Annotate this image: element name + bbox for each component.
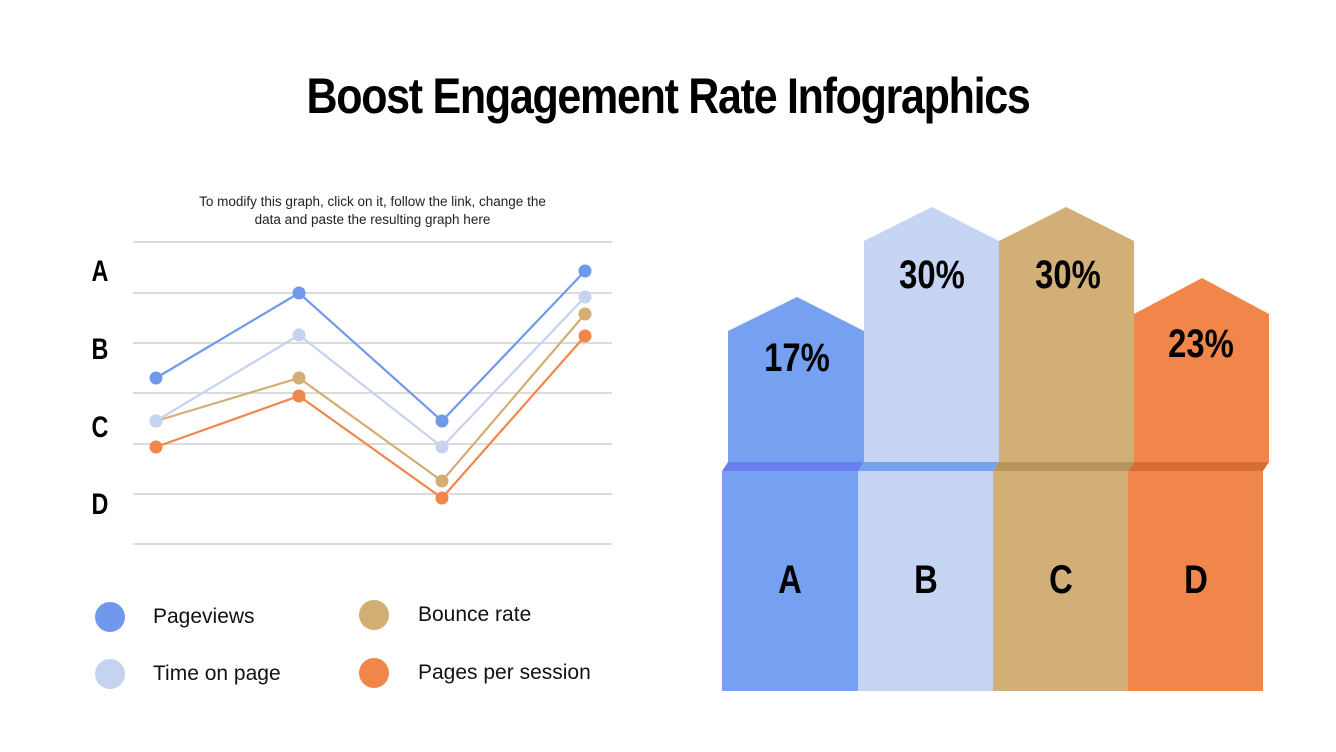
legend-dot-icon xyxy=(95,602,125,632)
legend-item-time-on-page[interactable]: Time on page xyxy=(95,658,281,690)
points-pages-per-session xyxy=(149,329,592,505)
series-bounce-rate xyxy=(155,313,586,483)
chart-note-line-1: To modify this graph, click on it, follo… xyxy=(199,194,546,209)
legend-dot-icon xyxy=(359,600,389,630)
column-letter-b: B xyxy=(914,558,938,602)
column-letter-c: C xyxy=(1049,558,1073,602)
points-time-on-page xyxy=(149,290,592,454)
y-label-b: B xyxy=(91,333,109,366)
chart-note: To modify this graph, click on it, follo… xyxy=(133,193,612,229)
y-label-c: C xyxy=(91,411,109,444)
legend-label: Bounce rate xyxy=(418,603,532,626)
column-a xyxy=(722,297,864,691)
points-pageviews xyxy=(149,264,592,428)
legend-dot-icon xyxy=(359,658,389,688)
column-b xyxy=(858,207,999,691)
percent-label-d: 23% xyxy=(1168,322,1234,366)
page-title: Boost Engagement Rate Infographics xyxy=(306,68,1030,124)
series-pages-per-session xyxy=(155,335,586,500)
legend-item-pages-per-session[interactable]: Pages per session xyxy=(359,657,591,689)
legend-label: Pageviews xyxy=(153,605,255,628)
legend-label: Pages per session xyxy=(418,661,591,684)
column-letter-a: A xyxy=(778,558,802,602)
y-label-a: A xyxy=(91,255,109,288)
legend-label: Time on page xyxy=(153,662,281,685)
column-d xyxy=(1128,278,1269,691)
chart-note-line-2: data and paste the resulting graph here xyxy=(254,212,491,227)
percent-label-b: 30% xyxy=(899,253,965,297)
column-letter-d: D xyxy=(1184,558,1208,602)
y-label-d: D xyxy=(91,488,109,521)
column-c xyxy=(993,207,1134,691)
percent-label-c: 30% xyxy=(1035,253,1101,297)
series-pageviews xyxy=(155,270,586,423)
legend-dot-icon xyxy=(95,659,125,689)
percent-label-a: 17% xyxy=(764,336,830,380)
legend-item-pageviews[interactable]: Pageviews xyxy=(95,601,255,633)
line-chart-plot xyxy=(133,241,612,545)
legend-item-bounce-rate[interactable]: Bounce rate xyxy=(359,599,531,631)
series-time-on-page xyxy=(155,296,586,449)
